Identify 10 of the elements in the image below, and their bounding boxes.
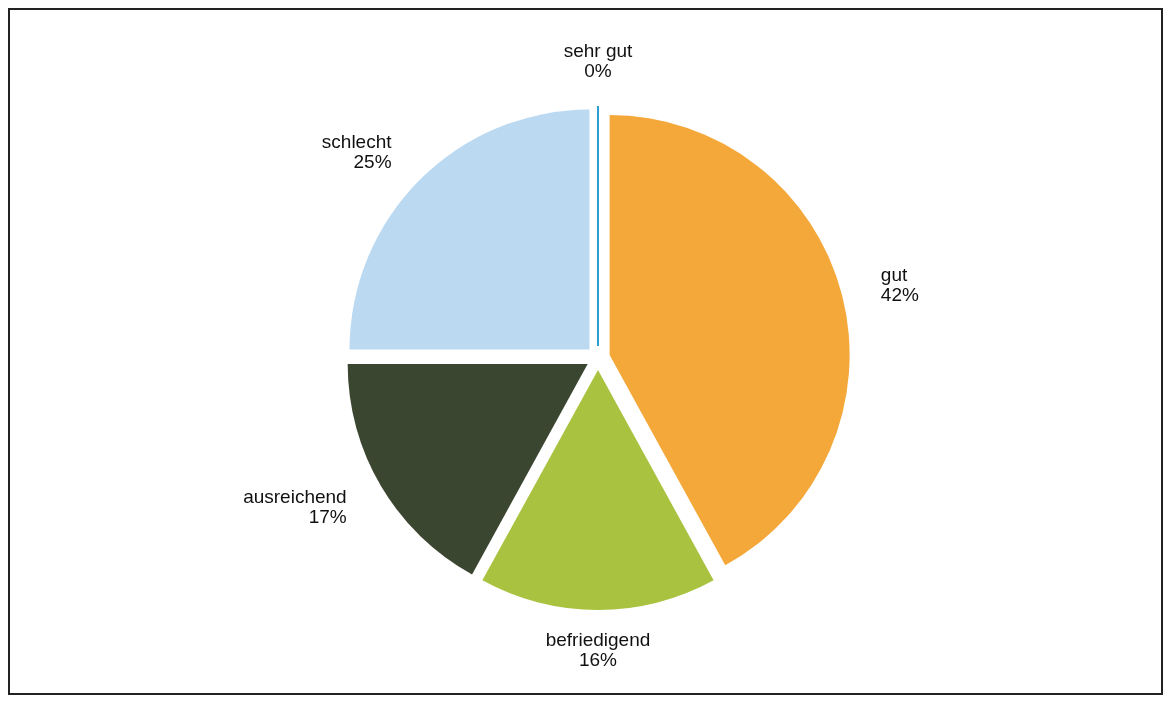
data-label: 25% — [353, 150, 392, 172]
data-label: 42% — [880, 284, 919, 306]
data-label: 16% — [578, 649, 618, 670]
category-label: sehr gut — [563, 40, 633, 61]
slice-label: ausreichend — [243, 485, 347, 507]
slice-label: befriedigend — [545, 629, 651, 650]
data-label: 17% — [308, 505, 347, 527]
slice-label: schlecht — [321, 130, 393, 152]
slice-label: gut — [880, 264, 908, 286]
text: 0% — [584, 60, 612, 81]
